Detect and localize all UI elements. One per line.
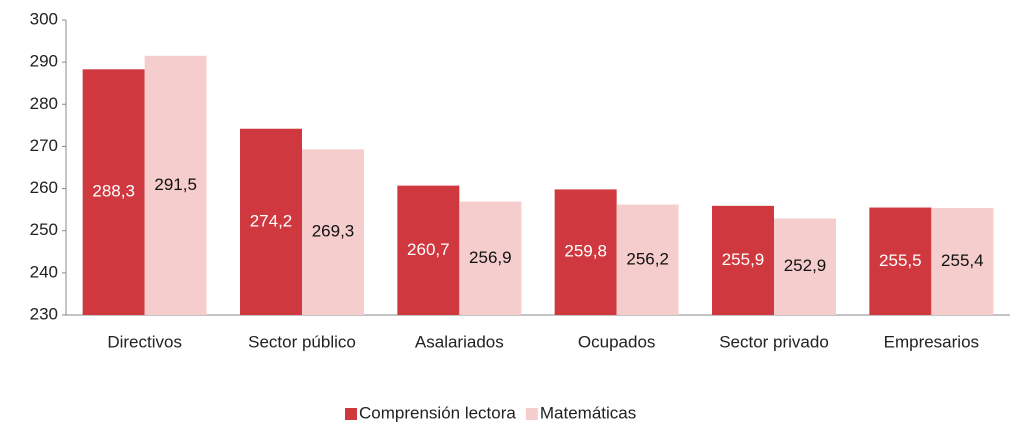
y-tick-label: 300: [30, 9, 58, 28]
value-label: 269,3: [312, 222, 355, 241]
bar: [774, 218, 836, 315]
bar: [397, 185, 460, 315]
legend-swatch: [345, 408, 357, 420]
bar: [302, 149, 364, 315]
y-tick-label: 260: [30, 178, 58, 197]
bar: [144, 55, 207, 315]
y-tick-label: 290: [30, 52, 58, 71]
value-label: 255,4: [941, 251, 984, 270]
legend-swatch: [525, 408, 538, 420]
x-tick-label: Sector privado: [719, 332, 829, 351]
y-tick-label: 270: [30, 136, 58, 155]
x-tick-label: Empresarios: [884, 332, 979, 351]
bar: [554, 189, 617, 315]
bar: [82, 69, 145, 315]
bar: [712, 205, 774, 315]
value-label: 288,3: [92, 182, 135, 201]
y-tick-label: 230: [30, 304, 58, 323]
value-label: 256,2: [626, 249, 669, 268]
value-label: 256,9: [469, 248, 512, 267]
legend-label: Matemáticas: [540, 403, 636, 422]
x-tick-label: Directivos: [107, 332, 182, 351]
y-tick-label: 240: [30, 262, 58, 281]
x-tick-label: Sector público: [248, 332, 356, 351]
y-tick-label: 280: [30, 94, 58, 113]
x-tick-label: Asalariados: [415, 332, 504, 351]
value-label: 274,2: [250, 211, 293, 230]
value-label: 260,7: [407, 240, 450, 259]
value-label: 255,5: [879, 251, 922, 270]
bar: [459, 201, 522, 315]
bar: [869, 207, 932, 315]
value-label: 291,5: [154, 175, 197, 194]
bar: [931, 207, 994, 315]
legend-label: Comprensión lectora: [359, 403, 516, 422]
bar: [240, 128, 302, 315]
value-label: 259,8: [564, 242, 607, 261]
x-tick-label: Ocupados: [578, 332, 656, 351]
value-label: 252,9: [784, 256, 827, 275]
value-label: 255,9: [722, 250, 765, 269]
bar: [616, 204, 679, 315]
y-tick-label: 250: [30, 220, 58, 239]
